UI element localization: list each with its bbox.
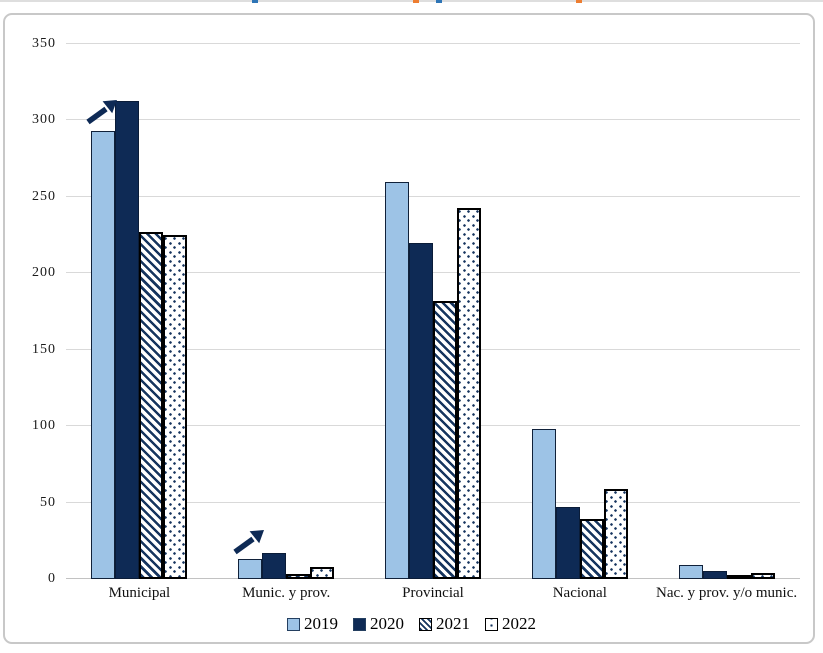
y-axis-tick-label: 350	[32, 36, 56, 51]
clipped-text-fragment	[436, 0, 442, 3]
x-axis-category-labels: Municipal Munic. y prov. Provincial Naciona…	[66, 585, 800, 602]
y-axis-tick-label: 250	[32, 188, 56, 204]
legend-swatch-icon	[287, 617, 300, 631]
bar-group-3	[360, 44, 507, 579]
y-axis-tick-label: 100	[32, 418, 56, 434]
bar-2021	[139, 232, 164, 579]
legend-label: 2022	[502, 614, 536, 633]
legend-swatch-icon	[353, 617, 366, 631]
trend-arrow-icon	[232, 529, 266, 555]
legend-item-2022: 2022	[485, 614, 536, 634]
bar-2022	[603, 488, 628, 579]
gridline-300	[66, 119, 800, 121]
y-axis-tick-label: 50	[40, 494, 56, 510]
category-label: Munic. y prov.	[242, 585, 331, 601]
bar-2021	[286, 574, 311, 579]
y-axis-tick-label: 300	[32, 112, 56, 128]
clipped-text-fragment	[413, 0, 419, 3]
legend-label: 2021	[436, 614, 470, 633]
bar-2021	[579, 519, 604, 579]
plot-area	[66, 43, 800, 579]
legend-item-2019: 2019	[287, 614, 338, 634]
bar-2020	[262, 553, 287, 579]
bar-2020	[408, 242, 433, 579]
clipped-text-fragment	[252, 0, 258, 3]
legend-label: 2019	[304, 614, 338, 633]
bar-2019	[384, 181, 409, 579]
legend-item-2021: 2021	[419, 614, 470, 634]
legend-swatch-icon	[419, 617, 432, 631]
legend-swatch-icon	[485, 617, 498, 631]
legend-item-2020: 2020	[353, 614, 404, 634]
y-axis-tick-label: 0	[48, 571, 56, 586]
category-label: Municipal	[108, 585, 171, 601]
y-axis: 0 50 100 150 200 250 300 350	[0, 37, 56, 586]
category-label: Nac. y prov. y/o munic.	[656, 585, 798, 601]
bar-2022	[750, 572, 775, 579]
gridline-200	[66, 272, 800, 274]
clipped-text-fragment	[576, 0, 582, 3]
bar-group-5	[653, 44, 800, 579]
y-axis-tick-label: 200	[32, 265, 56, 281]
clipped-title-remnant	[0, 0, 823, 3]
gridline-350	[66, 43, 800, 44]
bar-group-2	[213, 44, 360, 579]
bar-2020	[115, 100, 140, 579]
bar-2019	[238, 559, 263, 579]
bar-2020	[555, 507, 580, 579]
category-label: Nacional	[552, 585, 607, 601]
category-label: Provincial	[402, 585, 464, 601]
bar-2022	[456, 207, 481, 579]
legend: 2019 2020 2021 2022	[0, 614, 823, 634]
trend-arrow-icon	[85, 99, 119, 125]
legend-label: 2020	[370, 614, 404, 633]
bar-2021	[726, 575, 751, 579]
bar-2019	[91, 131, 116, 579]
bar-2022	[310, 566, 335, 579]
bar-group-4	[506, 44, 653, 579]
bar-group-1	[66, 44, 213, 579]
bar-2020	[702, 571, 727, 579]
y-axis-tick-label: 150	[32, 341, 56, 357]
bar-2022	[163, 235, 188, 579]
bar-2019	[531, 429, 556, 579]
bar-2021	[432, 300, 457, 579]
bar-2019	[678, 565, 703, 579]
gridline-250	[66, 195, 800, 197]
